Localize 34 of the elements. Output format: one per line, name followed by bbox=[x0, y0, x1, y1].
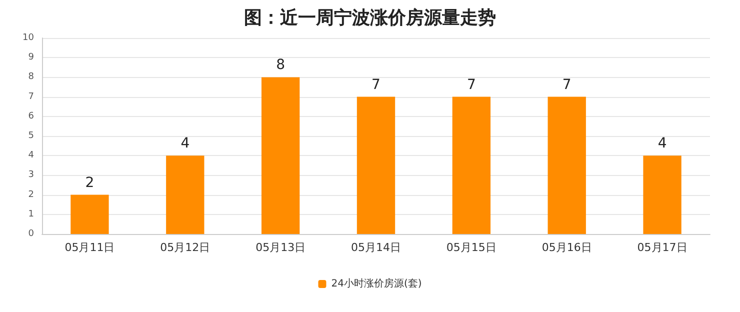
data-label: 2 bbox=[85, 174, 94, 191]
chart-title: 图：近一周宁波涨价房源量走势 bbox=[244, 8, 496, 28]
y-tick-label: 0 bbox=[28, 229, 34, 239]
legend-label: 24小时涨价房源(套) bbox=[331, 278, 422, 290]
data-label: 7 bbox=[466, 76, 476, 93]
x-tick-label: 05月14日 bbox=[351, 241, 401, 254]
y-tick-label: 2 bbox=[28, 190, 34, 200]
y-tick-label: 3 bbox=[28, 170, 34, 180]
bar bbox=[452, 96, 491, 234]
bar bbox=[548, 96, 586, 234]
y-tick-label: 9 bbox=[28, 52, 34, 63]
x-tick-label: 05月17日 bbox=[637, 241, 688, 254]
data-label: 7 bbox=[372, 76, 380, 93]
y-tick-label: 6 bbox=[28, 111, 34, 122]
data-label: 8 bbox=[276, 57, 286, 74]
y-tick-label: 5 bbox=[28, 131, 34, 141]
data-label: 4 bbox=[180, 136, 190, 152]
y-tick-label: 8 bbox=[28, 72, 34, 82]
y-tick-label: 7 bbox=[28, 92, 34, 102]
x-tick-label: 05月13日 bbox=[256, 241, 306, 254]
y-tick-label: 4 bbox=[28, 150, 34, 161]
x-tick-label: 05月11日 bbox=[64, 241, 115, 254]
data-label: 7 bbox=[562, 76, 572, 93]
x-tick-label: 05月12日 bbox=[160, 241, 210, 254]
bar bbox=[643, 156, 682, 234]
bar bbox=[356, 96, 396, 234]
bar bbox=[70, 194, 109, 234]
data-label: 4 bbox=[658, 136, 667, 152]
y-tick-label: 1 bbox=[28, 209, 34, 220]
x-tick-label: 05月15日 bbox=[446, 241, 496, 254]
x-tick-label: 05月16日 bbox=[542, 241, 592, 254]
bar bbox=[261, 77, 300, 234]
bar bbox=[166, 156, 204, 234]
y-tick-label: 10 bbox=[22, 33, 34, 43]
